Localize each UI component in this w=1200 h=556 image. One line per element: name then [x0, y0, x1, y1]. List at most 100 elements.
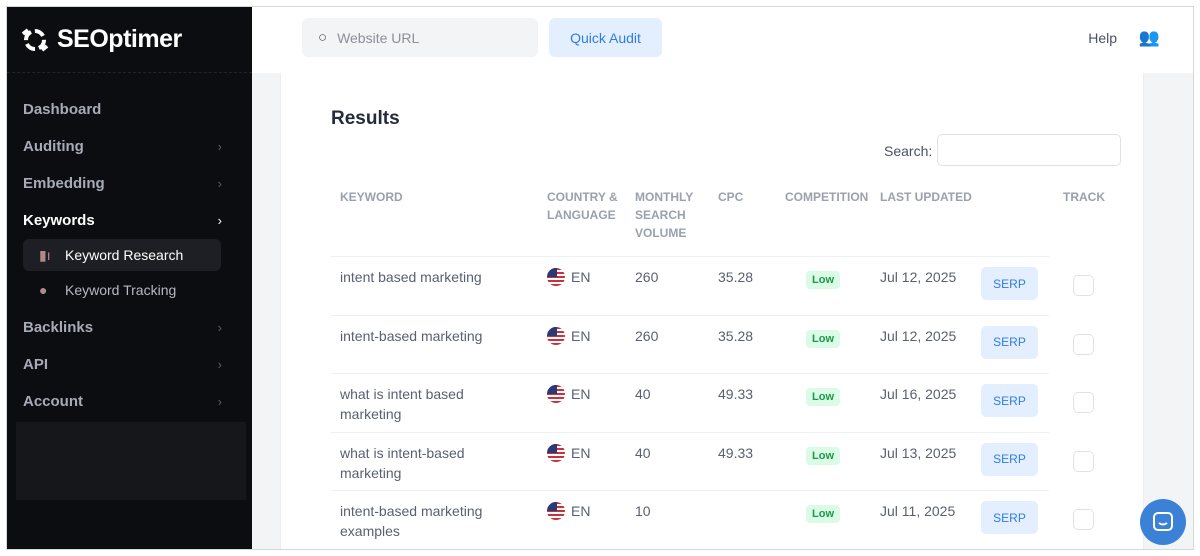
language: EN [571, 386, 591, 402]
chevron-right-icon: › [217, 139, 222, 154]
chat-button[interactable] [1140, 499, 1186, 545]
sidebar-panel [16, 422, 246, 500]
volume-cell: 40 [635, 386, 651, 402]
track-checkbox[interactable] [1073, 450, 1094, 472]
language: EN [571, 269, 591, 285]
country-cell: EN [547, 443, 590, 463]
serp-button[interactable]: SERP [981, 325, 1038, 359]
column-header: TRACK [1063, 190, 1105, 204]
chevron-right-icon: › [217, 394, 222, 409]
website-url-input[interactable]: ○ Website URL [302, 18, 538, 57]
volume-cell: 260 [635, 327, 659, 344]
brand-name: SEOptimer [57, 25, 182, 53]
last-updated-cell: Jul 11, 2025 [880, 503, 956, 519]
country-cell: EN [547, 501, 590, 521]
sidebar-item-embedding[interactable]: Embedding › [7, 165, 252, 202]
us-flag-icon [547, 443, 565, 462]
gear-logo-icon [21, 27, 49, 52]
last-updated-cell: Jul 12, 2025 [880, 327, 957, 344]
sidebar-item-backlinks[interactable]: Backlinks › [7, 309, 252, 346]
last-updated-cell: Jul 13, 2025 [880, 444, 957, 461]
sidebar-item-label: Embedding [23, 175, 105, 192]
sidebar-subitem-keyword-tracking[interactable]: ● Keyword Tracking [23, 274, 221, 306]
search-icon: ○ [318, 29, 328, 46]
column-header: COUNTRY & LANGUAGE [547, 190, 618, 222]
results-card: Results Search: KEYWORD COUNTRY & LANGUAG… [280, 73, 1144, 549]
track-checkbox[interactable] [1073, 392, 1094, 413]
sidebar-item-label: Keywords [23, 212, 95, 229]
chevron-right-icon: › [217, 320, 222, 335]
sidebar-item-label: Account [23, 393, 83, 410]
sidebar-item-account[interactable]: Account › [7, 383, 252, 420]
sidebar-subitem-keyword-research[interactable]: ▮ı Keyword Research [23, 239, 221, 271]
language: EN [571, 327, 591, 344]
chat-icon [1153, 512, 1173, 531]
page-title: Results [331, 108, 400, 129]
competition-badge: Low [806, 388, 840, 406]
column-header: CPC [718, 190, 744, 204]
subitem-label: Keyword Tracking [65, 282, 177, 298]
column-header: KEYWORD [340, 190, 403, 204]
chevron-right-icon: › [217, 357, 222, 372]
competition-badge: Low [806, 505, 840, 523]
track-checkbox[interactable] [1073, 333, 1094, 355]
serp-button[interactable]: SERP [981, 384, 1038, 417]
us-flag-icon [547, 502, 565, 520]
subitem-label: Keyword Research [65, 247, 184, 263]
cpc-cell: 35.28 [718, 327, 754, 344]
volume-cell: 40 [635, 444, 651, 461]
serp-button[interactable]: SERP [981, 501, 1038, 534]
track-checkbox[interactable] [1073, 275, 1094, 296]
column-header: COMPETITION [785, 190, 869, 204]
cpc-cell: 35.28 [718, 269, 754, 285]
table-row: what is intent-based marketing EN 40 49.… [331, 431, 1094, 491]
table-row: what is intent based marketing EN 40 49.… [331, 373, 1094, 432]
help-link[interactable]: Help [1088, 30, 1117, 46]
cpc-cell: 49.33 [718, 386, 754, 402]
sidebar-item-keywords[interactable]: Keywords › [7, 202, 252, 239]
last-updated-cell: Jul 12, 2025 [880, 269, 957, 285]
country-cell: EN [547, 384, 590, 404]
keyword-cell: what is intent based marketing [340, 386, 464, 422]
logo[interactable]: SEOptimer [7, 7, 252, 73]
chevron-right-icon: › [217, 213, 222, 228]
keyword-cell: what is intent-based marketing [340, 444, 465, 481]
keyword-cell: intent based marketing [340, 269, 482, 285]
sidebar: SEOptimer Dashboard Auditing › Embedding › Ke… [7, 7, 252, 549]
language: EN [571, 444, 591, 461]
volume-cell: 260 [635, 269, 659, 285]
keyword-cell: intent-based marketing examples [340, 503, 483, 539]
last-updated-cell: Jul 16, 2025 [880, 386, 957, 402]
track-checkbox[interactable] [1073, 509, 1094, 530]
search-placeholder: Website URL [337, 29, 420, 46]
sidebar-item-label: API [23, 356, 49, 373]
sidebar-item-label: Backlinks [23, 319, 94, 336]
bar-chart-icon: ▮ı [39, 246, 51, 263]
table-row: intent based marketing EN 260 35.28 Low … [331, 256, 1094, 315]
sidebar-item-api[interactable]: API › [7, 346, 252, 383]
quick-audit-button[interactable]: Quick Audit [549, 18, 662, 57]
top-bar: ○ Website URL Quick Audit Help 👥 [252, 7, 1193, 73]
serp-button[interactable]: SERP [981, 442, 1038, 476]
us-flag-icon [547, 268, 565, 286]
key-icon: ● [39, 282, 48, 298]
column-header: LAST UPDATED [880, 190, 972, 204]
sidebar-item-auditing[interactable]: Auditing › [7, 128, 252, 165]
serp-button[interactable]: SERP [981, 267, 1038, 300]
table-row: intent-based marketing EN 260 35.28 Low … [331, 314, 1094, 374]
app-window: SEOptimer Dashboard Auditing › Embedding › Ke… [6, 6, 1194, 550]
sidebar-item-dashboard[interactable]: Dashboard [7, 91, 252, 128]
column-header: MONTHLY SEARCH VOLUME [635, 190, 694, 240]
competition-badge: Low [806, 271, 840, 289]
keyword-cell: intent-based marketing [340, 327, 483, 344]
cpc-cell: 49.33 [718, 444, 754, 461]
sidebar-item-label: Auditing [23, 138, 84, 155]
competition-badge: Low [806, 329, 840, 348]
table-row: intent-based marketing examples EN 10 Lo… [331, 490, 1094, 549]
country-cell: EN [547, 267, 590, 287]
table-search-input[interactable] [937, 134, 1121, 166]
search-label: Search: [884, 143, 933, 159]
us-flag-icon [547, 326, 565, 345]
user-icon[interactable]: 👥 [1138, 28, 1160, 47]
language: EN [571, 503, 591, 519]
